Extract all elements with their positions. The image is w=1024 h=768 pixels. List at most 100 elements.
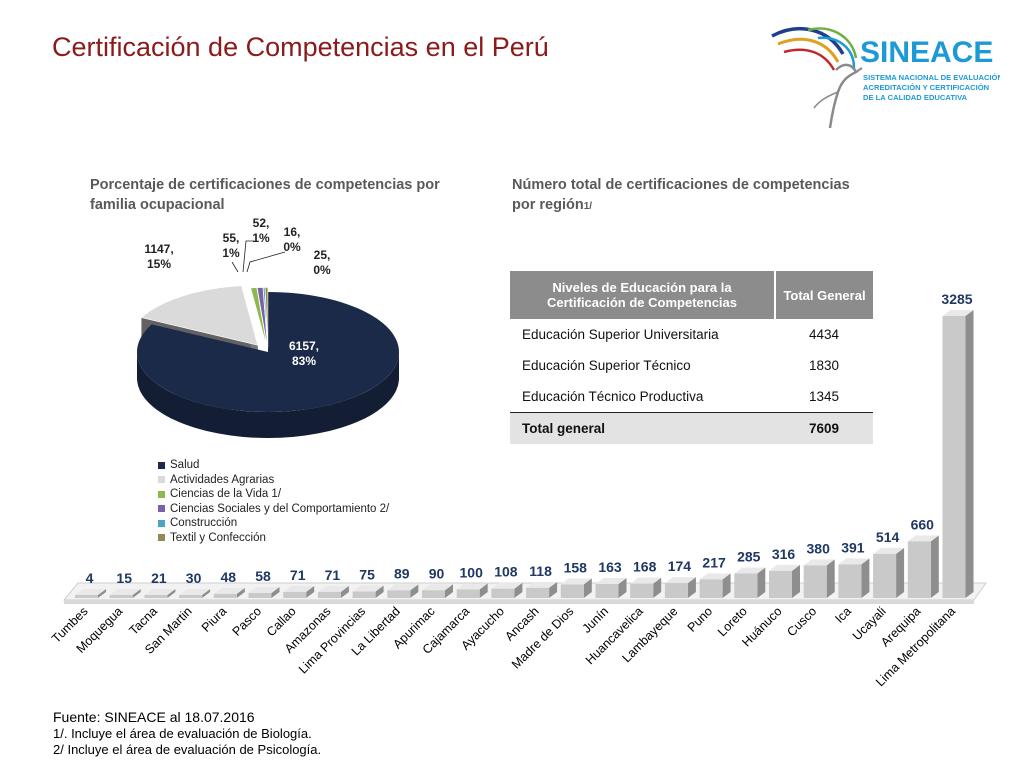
bar-cajamarca (456, 583, 488, 598)
legend-item: Ciencias Sociales y del Comportamiento 2… (158, 502, 389, 517)
bar-lima-provincias (352, 585, 384, 598)
bar-san-martin (179, 589, 211, 598)
bar-puno (699, 573, 731, 598)
bar-apurimac (422, 584, 453, 598)
bar-value-label: 163 (598, 559, 622, 575)
pie-data-label: 25, 0% (313, 248, 331, 277)
bar-category-label: Ica (832, 604, 854, 626)
bar-value-label: 71 (290, 567, 306, 583)
pie-leader-line (246, 251, 286, 273)
footer-note-2: 2/ Incluye el área de evaluación de Psic… (53, 742, 322, 757)
table-cell-label: Educación Superior Universitaria (522, 327, 719, 342)
table-header-row: Niveles de Educación para la Certificaci… (510, 271, 873, 319)
legend-item: Salud (158, 458, 389, 473)
pie-slice-ciencias-de-la-vida-1 (250, 287, 268, 348)
bar-tacna (144, 589, 176, 598)
footer-source: Fuente: SINEACE al 18.07.2016 (53, 709, 255, 725)
bar-value-label: 58 (255, 568, 271, 584)
bar-tumbes (75, 589, 106, 598)
logo-line-2: ACREDITACIÓN Y CERTIFICACIÓN (863, 83, 989, 92)
bar-huanuco (769, 564, 800, 598)
pie-data-label: 55, 1% (222, 231, 240, 260)
bar-category-label: Piura (199, 604, 230, 635)
bar-junin (595, 578, 627, 598)
table-header-total: Total General (775, 271, 873, 319)
bar-value-label: 30 (186, 570, 202, 586)
bar-category-label: Pasco (230, 604, 264, 638)
bar-value-label: 217 (702, 554, 726, 570)
bar-value-label: 158 (564, 559, 588, 575)
bar-arequipa (907, 535, 939, 598)
legend-label: Salud (170, 459, 200, 471)
bar-value-label: 21 (151, 570, 167, 586)
bar-value-label: 4 (86, 570, 94, 586)
education-level-table: Niveles de Educación para la Certificaci… (510, 271, 873, 444)
table-cell-value: 1830 (808, 358, 840, 373)
table-cell-value: 1345 (808, 389, 840, 404)
bar-value-label: 3285 (941, 291, 972, 307)
pie-data-label: 52, 1% (252, 216, 270, 245)
legend-item: Textil y Confección (158, 531, 389, 546)
bar-value-label: 48 (221, 569, 237, 585)
pie-chart: 6157, 83% 1147, 15% 55, 1% 52, 1% 16, 0% 25, 0% (137, 216, 400, 438)
bar-category-label: Junín (580, 604, 612, 636)
bar-value-label: 100 (460, 564, 484, 580)
logo-line-3: DE LA CALIDAD EDUCATIVA (863, 93, 968, 102)
table-row: Educación Superior Técnico 1830 (510, 350, 873, 381)
legend-item: Actividades Agrarias (158, 473, 389, 488)
pie-slice-salud (137, 292, 400, 412)
table-cell-label: Educación Superior Técnico (522, 358, 691, 373)
pie-leader-line (231, 261, 239, 273)
pie-legend: Salud Actividades Agrarias Ciencias de la … (158, 458, 389, 545)
bar-chart-title: Número total de certificaciones de compe… (512, 175, 882, 217)
bar-value-label: 89 (394, 565, 410, 581)
bar-amazonas (317, 585, 349, 598)
bar-value-label: 380 (807, 540, 831, 556)
bar-madre-de-dios (560, 578, 592, 598)
bar-chart-floor-edge (64, 600, 974, 604)
bar-title-line-2: por región1/ (512, 195, 882, 217)
bar-category-label: Madre de Dios (509, 604, 576, 671)
bar-lima-metropolitana (942, 310, 974, 598)
bar-title-text: por región (512, 197, 584, 213)
bar-cusco (803, 559, 835, 598)
bar-value-label: 285 (737, 549, 761, 565)
pie-data-label: 1147, 15% (144, 242, 173, 271)
bar-ayacucho (491, 582, 523, 598)
table-total-label: Total general (510, 412, 775, 444)
pie-slice-side (137, 352, 399, 438)
legend-swatch (158, 519, 165, 527)
bar-lambayeque (664, 577, 696, 598)
legend-label: Ciencias Sociales y del Comportamiento 2… (170, 502, 390, 515)
bar-ica (838, 558, 870, 598)
page-title: Certificación de Competencias en el Perú (52, 32, 549, 62)
footer-note-1: 1/. Incluye el área de evaluación de Bio… (53, 726, 312, 741)
legend-swatch (158, 505, 165, 513)
bar-value-label: 108 (494, 564, 518, 580)
table-row: Educación Técnico Productiva 1345 (510, 381, 873, 413)
pie-leader-line (242, 240, 254, 273)
bar-callao (283, 585, 315, 598)
footer: Fuente: SINEACE al 18.07.2016 1/. Incluy… (53, 708, 321, 758)
bar-value-label: 514 (876, 529, 900, 545)
legend-swatch (158, 461, 165, 469)
legend-swatch (158, 490, 165, 498)
table-cell-value: 4434 (808, 327, 840, 342)
table-row: Educación Superior Universitaria 4434 (510, 319, 873, 350)
bar-value-label: 15 (116, 570, 132, 586)
bar-value-label: 118 (529, 563, 552, 579)
sineace-logo: SINEACE SISTEMA NACIONAL DE EVALUACIÓN, … (771, 27, 1000, 129)
bar-moquegua (109, 589, 141, 598)
bar-value-label: 660 (911, 516, 935, 532)
pie-slice-actividades-agrarias (140, 285, 259, 346)
table-total-value: 7609 (775, 412, 873, 444)
pie-chart-title: Porcentaje de certificaciones de compete… (90, 175, 470, 215)
table-header-level: Niveles de Educación para la Certificaci… (510, 271, 776, 319)
pie-slice-textil-y-confeccion (264, 287, 269, 348)
bar-la-libertad (387, 584, 419, 598)
table-total-row: Total general 7609 (510, 412, 873, 444)
legend-label: Ciencias de la Vida 1/ (170, 488, 282, 500)
bar-ucayali (873, 547, 905, 598)
bar-category-label: Cusco (784, 604, 819, 639)
